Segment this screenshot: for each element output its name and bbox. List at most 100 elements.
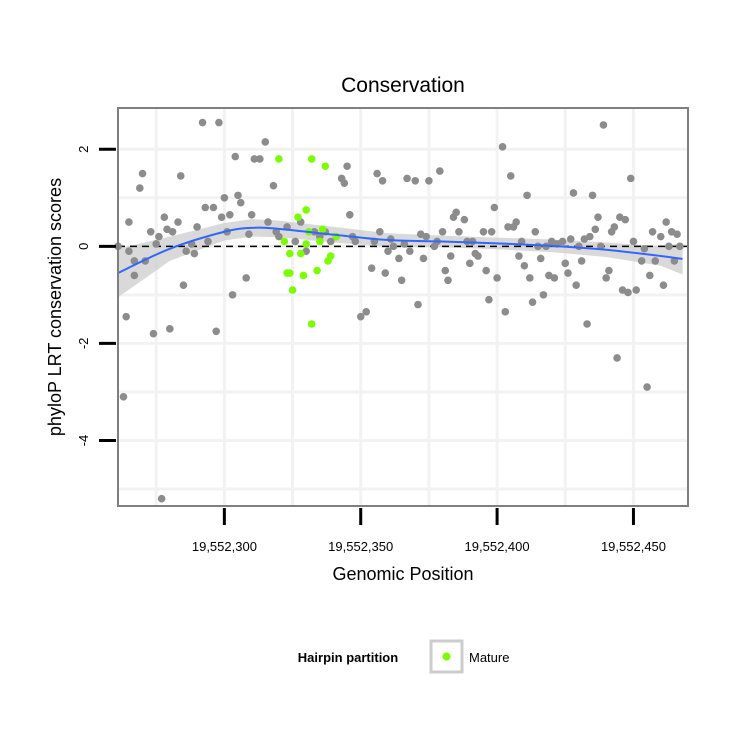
data-point xyxy=(346,210,354,219)
data-point xyxy=(629,237,638,246)
data-point xyxy=(179,281,188,289)
data-point xyxy=(659,281,668,289)
data-point xyxy=(198,118,207,127)
data-point xyxy=(441,266,450,275)
data-point xyxy=(397,276,406,285)
data-point xyxy=(487,227,496,236)
data-point xyxy=(291,237,300,246)
data-point xyxy=(419,254,428,263)
data-point xyxy=(166,325,174,333)
data-point xyxy=(572,281,580,289)
data-point xyxy=(526,274,534,282)
data-point xyxy=(610,223,619,231)
data-point xyxy=(558,237,567,246)
data-point xyxy=(588,191,597,200)
data-point xyxy=(493,274,501,282)
data-point xyxy=(245,230,253,238)
data-point xyxy=(125,218,133,226)
data-point-mature xyxy=(321,162,330,171)
data-point xyxy=(564,269,572,277)
data-point xyxy=(438,227,447,236)
data-point xyxy=(460,215,469,224)
data-point xyxy=(403,174,411,183)
data-point xyxy=(220,193,229,202)
data-point xyxy=(356,312,365,321)
data-point xyxy=(515,252,523,260)
data-point xyxy=(498,143,507,151)
data-point xyxy=(512,218,520,226)
y-tick-label: -4 xyxy=(76,435,91,447)
data-point xyxy=(640,244,649,253)
y-axis-title: phyloP LRT conservation scores xyxy=(45,178,65,436)
data-point xyxy=(138,169,147,178)
data-point-mature xyxy=(313,266,321,275)
data-point xyxy=(662,218,670,226)
y-tick-label: -2 xyxy=(76,338,91,350)
data-point xyxy=(234,191,242,200)
plot-panel xyxy=(118,108,688,506)
data-point xyxy=(501,308,510,316)
data-point xyxy=(665,242,673,251)
data-point xyxy=(523,191,531,200)
data-point xyxy=(444,276,452,285)
data-point xyxy=(146,227,155,236)
data-point xyxy=(586,232,594,241)
data-point xyxy=(613,354,621,362)
data-point xyxy=(389,242,398,251)
data-point xyxy=(193,223,201,231)
data-point xyxy=(656,232,665,241)
data-point xyxy=(676,242,684,251)
data-point-mature xyxy=(307,320,316,328)
data-point-mature xyxy=(326,252,335,260)
legend-marker-mature xyxy=(442,652,451,661)
points-other xyxy=(114,118,684,503)
data-point xyxy=(474,252,482,260)
x-axis-title: Genomic Position xyxy=(332,564,473,584)
data-point xyxy=(561,259,570,268)
data-point xyxy=(160,213,169,222)
data-point xyxy=(269,181,278,190)
data-point xyxy=(566,235,575,243)
data-point xyxy=(482,266,490,275)
plot-area xyxy=(99,107,689,525)
data-point xyxy=(378,177,387,185)
data-point xyxy=(577,257,586,265)
data-point xyxy=(152,240,160,248)
data-point xyxy=(632,286,640,294)
data-point xyxy=(130,257,139,265)
data-point xyxy=(340,179,349,188)
data-point-mature xyxy=(288,286,297,294)
legend: Hairpin partition Mature xyxy=(298,639,509,674)
data-point xyxy=(130,271,139,280)
data-point xyxy=(575,242,583,251)
data-point xyxy=(624,288,632,297)
y-tick-label: 2 xyxy=(76,146,91,153)
data-point-mature xyxy=(294,213,302,222)
data-point xyxy=(411,177,420,185)
data-point xyxy=(466,259,474,268)
data-point xyxy=(247,210,256,219)
y-tick-label: 0 xyxy=(76,243,91,250)
data-point xyxy=(174,218,182,226)
data-point xyxy=(673,230,681,238)
data-point xyxy=(373,169,381,178)
data-point xyxy=(176,172,185,180)
data-point xyxy=(637,257,646,265)
data-point xyxy=(168,227,177,236)
data-point xyxy=(539,291,548,299)
data-point xyxy=(201,203,210,212)
data-point xyxy=(506,172,515,180)
confidence-band xyxy=(118,219,683,298)
data-point-mature xyxy=(307,155,316,163)
data-point xyxy=(182,247,190,255)
data-point xyxy=(400,240,409,248)
points-mature xyxy=(275,155,340,328)
x-tick-label: 19,552,450 xyxy=(601,539,666,554)
legend-label-mature: Mature xyxy=(469,650,509,665)
data-point-mature xyxy=(318,225,327,234)
data-point xyxy=(256,155,264,163)
x-tick-label: 19,552,350 xyxy=(328,539,393,554)
data-point xyxy=(406,247,414,255)
data-point xyxy=(425,177,433,185)
data-point xyxy=(125,247,133,255)
